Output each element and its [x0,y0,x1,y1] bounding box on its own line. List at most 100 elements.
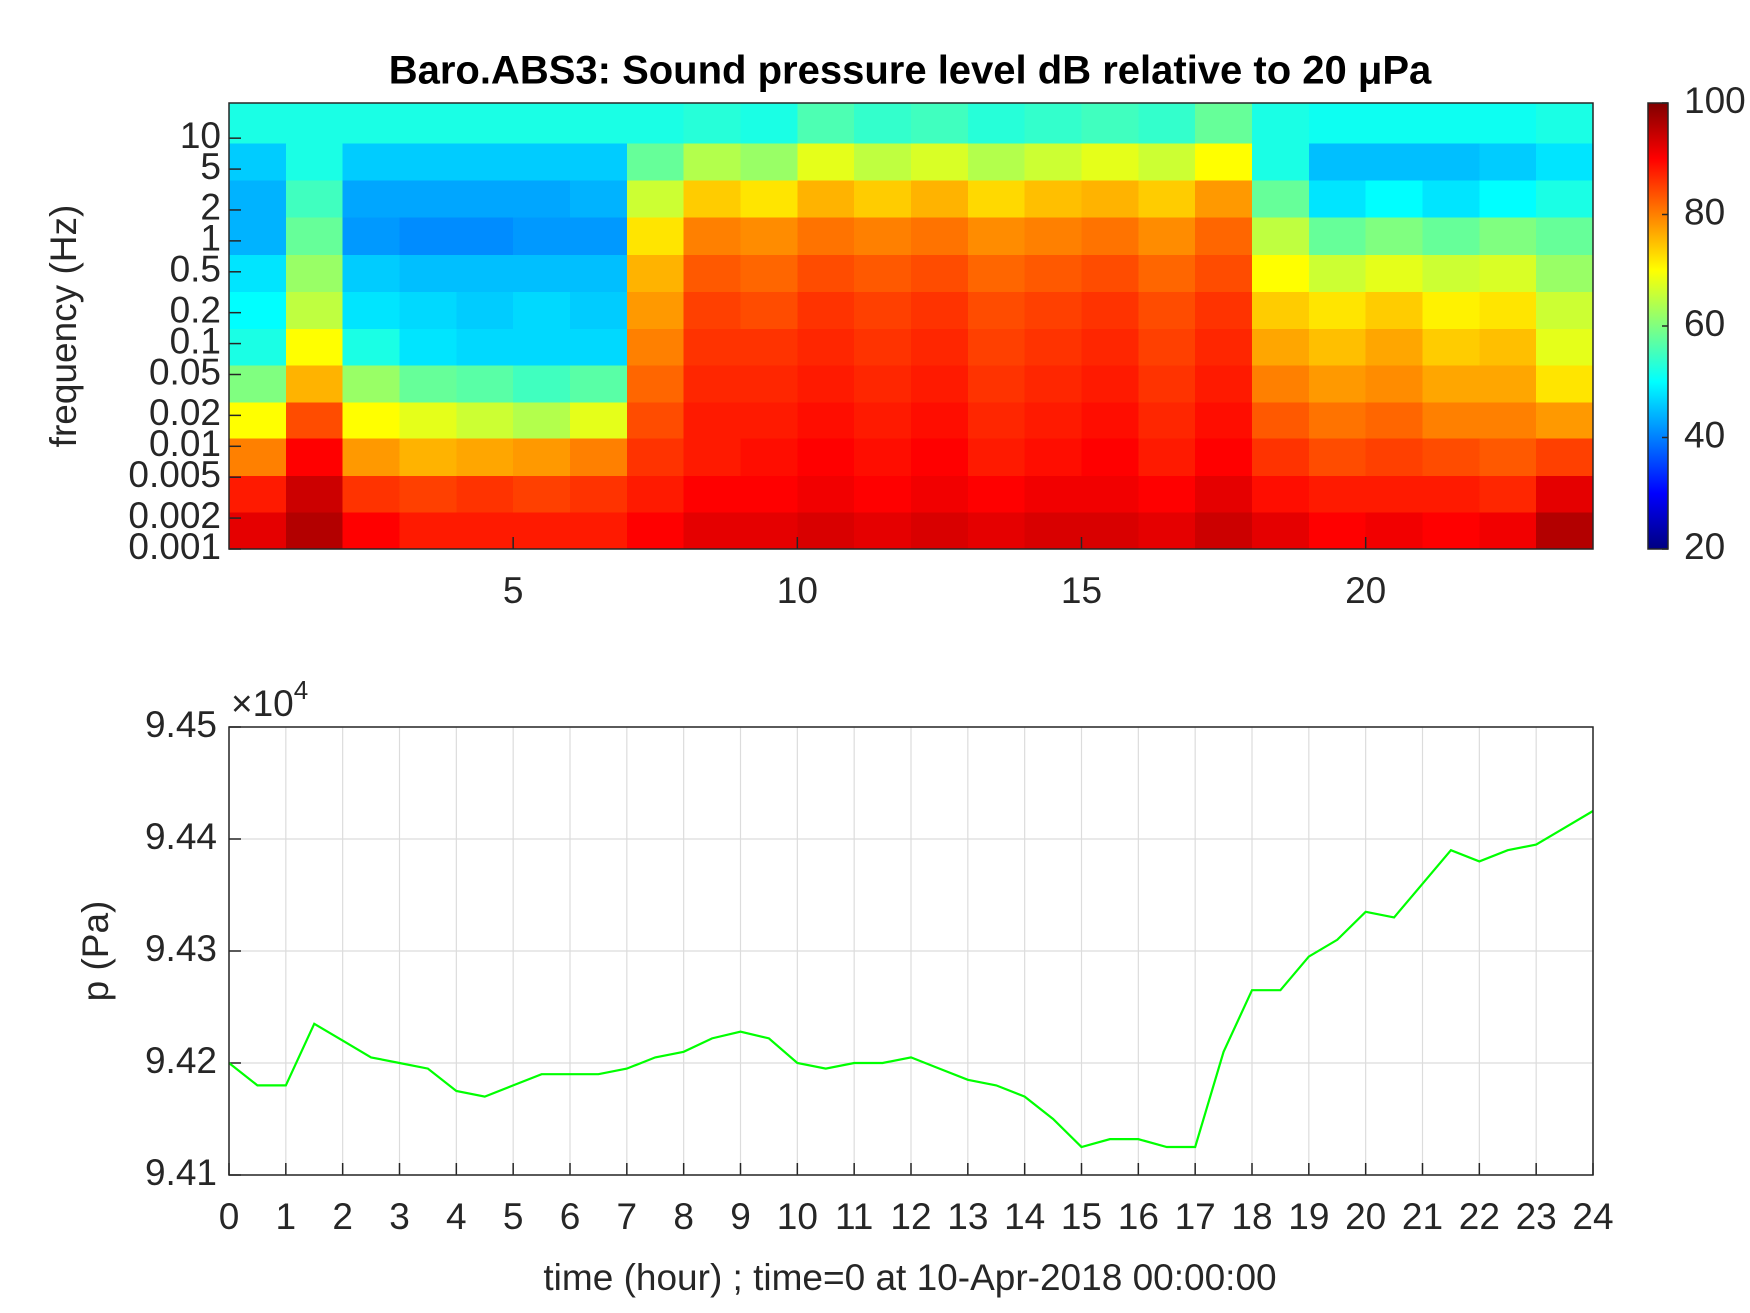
heatmap-cell [1252,180,1310,218]
y-tick-label: 0.001 [128,526,221,567]
x-tick-label: 9 [730,1196,751,1237]
heatmap-cell [399,180,457,218]
heatmap-cell [1138,254,1196,293]
heatmap-cell [797,254,855,293]
x-tick-label: 19 [1288,1196,1329,1237]
heatmap-cell [1308,364,1367,403]
heatmap-cell [1479,511,1537,550]
x-tick-label: 12 [890,1196,931,1237]
heatmap-cell [342,511,400,550]
x-tick-label: 17 [1175,1196,1216,1237]
y-tick-label: 0.002 [128,495,221,536]
heatmap-cell [342,142,400,181]
heatmap-cell [626,328,685,366]
heatmap-cell [1081,254,1139,293]
x-tick-label: 14 [1004,1196,1045,1237]
heatmap-cell [399,475,457,513]
heatmap-cell [1195,511,1253,550]
heatmap-cell [1479,364,1537,403]
heatmap-cell [1138,475,1196,513]
heatmap-cell [967,291,1026,330]
heatmap-cell [1081,142,1139,181]
heatmap-cell [1536,511,1594,550]
colorbar-tick-label: 80 [1684,191,1725,232]
heatmap-cell [1024,217,1082,255]
heatmap-cell [1422,254,1480,293]
x-tick-label: 15 [1061,570,1102,611]
heatmap-cell [456,254,514,293]
heatmap-cell [1308,401,1367,439]
heatmap-cell [399,328,457,366]
heatmap-cell [797,401,855,439]
heatmap-cell [1479,438,1537,476]
heatmap-cell [1479,328,1537,366]
heatmap-cell [911,511,969,550]
x-tick-label: 8 [673,1196,694,1237]
heatmap-cell [1422,438,1480,476]
heatmap-cell [854,438,912,476]
x-tick-label: 6 [560,1196,581,1237]
heatmap-cell [399,291,457,330]
heatmap-cell [1138,217,1196,255]
x-tick-label: 10 [777,1196,818,1237]
heatmap-cell [854,401,912,439]
heatmap-cell [1422,328,1480,366]
chart-title: Baro.ABS3: Sound pressure level dB relat… [389,49,1432,93]
heatmap-cell [513,328,571,366]
heatmap-cell [967,401,1026,439]
heatmap-cell [1536,291,1594,330]
heatmap-cell [1479,291,1537,330]
heatmap-cell [570,438,628,476]
heatmap-cell [456,475,514,513]
heatmap-cell [683,438,741,476]
x-tick-label: 21 [1402,1196,1443,1237]
heatmap-cell [1308,438,1367,476]
heatmap-cell [229,364,287,403]
heatmap-cell [1081,217,1139,255]
heatmap-cell [1365,401,1423,439]
heatmap-cell [1308,142,1367,181]
heatmap-cell [285,254,344,293]
heatmap-cell [285,364,344,403]
plot-frame [228,726,1594,1176]
heatmap-cell [967,142,1026,181]
heatmap-cell [1308,475,1367,513]
heatmap-cell [1536,438,1594,476]
heatmap-cell [399,511,457,550]
heatmap-cell [342,475,400,513]
heatmap-cell [1138,103,1196,144]
heatmap-cell [285,217,344,255]
heatmap-cell [740,142,798,181]
heatmap-cell [1308,180,1367,218]
heatmap-cell [1195,142,1253,181]
heatmap-cell [456,142,514,181]
heatmap-cell [1195,364,1253,403]
heatmap-cell [456,438,514,476]
heatmap-cell [229,475,287,513]
y-tick-label: 10 [180,115,221,156]
heatmap-cell [1479,475,1537,513]
heatmap-cell [285,180,344,218]
heatmap-cell [626,254,685,293]
heatmap-cell [1422,142,1480,181]
heatmap-cell [1138,401,1196,439]
heatmap-cell [1081,511,1139,550]
heatmap-cell [1365,217,1423,255]
heatmap-cell [1195,401,1253,439]
heatmap-cell [683,217,741,255]
heatmap-cell [1308,328,1367,366]
heatmap-cell [1024,438,1082,476]
heatmap-cell [1536,103,1594,144]
x-tick-label: 15 [1061,1196,1102,1237]
heatmap-cell [399,217,457,255]
x-tick-label: 11 [835,1196,873,1237]
heatmap-cell [1195,328,1253,366]
heatmap-cell [626,180,685,218]
x-tick-label: 16 [1118,1196,1159,1237]
heatmap-cell [740,511,798,550]
heatmap-cell [570,328,628,366]
x-tick-label: 10 [777,570,818,611]
heatmap-cell [683,511,741,550]
colorbar-tick-label: 60 [1684,303,1725,344]
heatmap-cell [740,291,798,330]
